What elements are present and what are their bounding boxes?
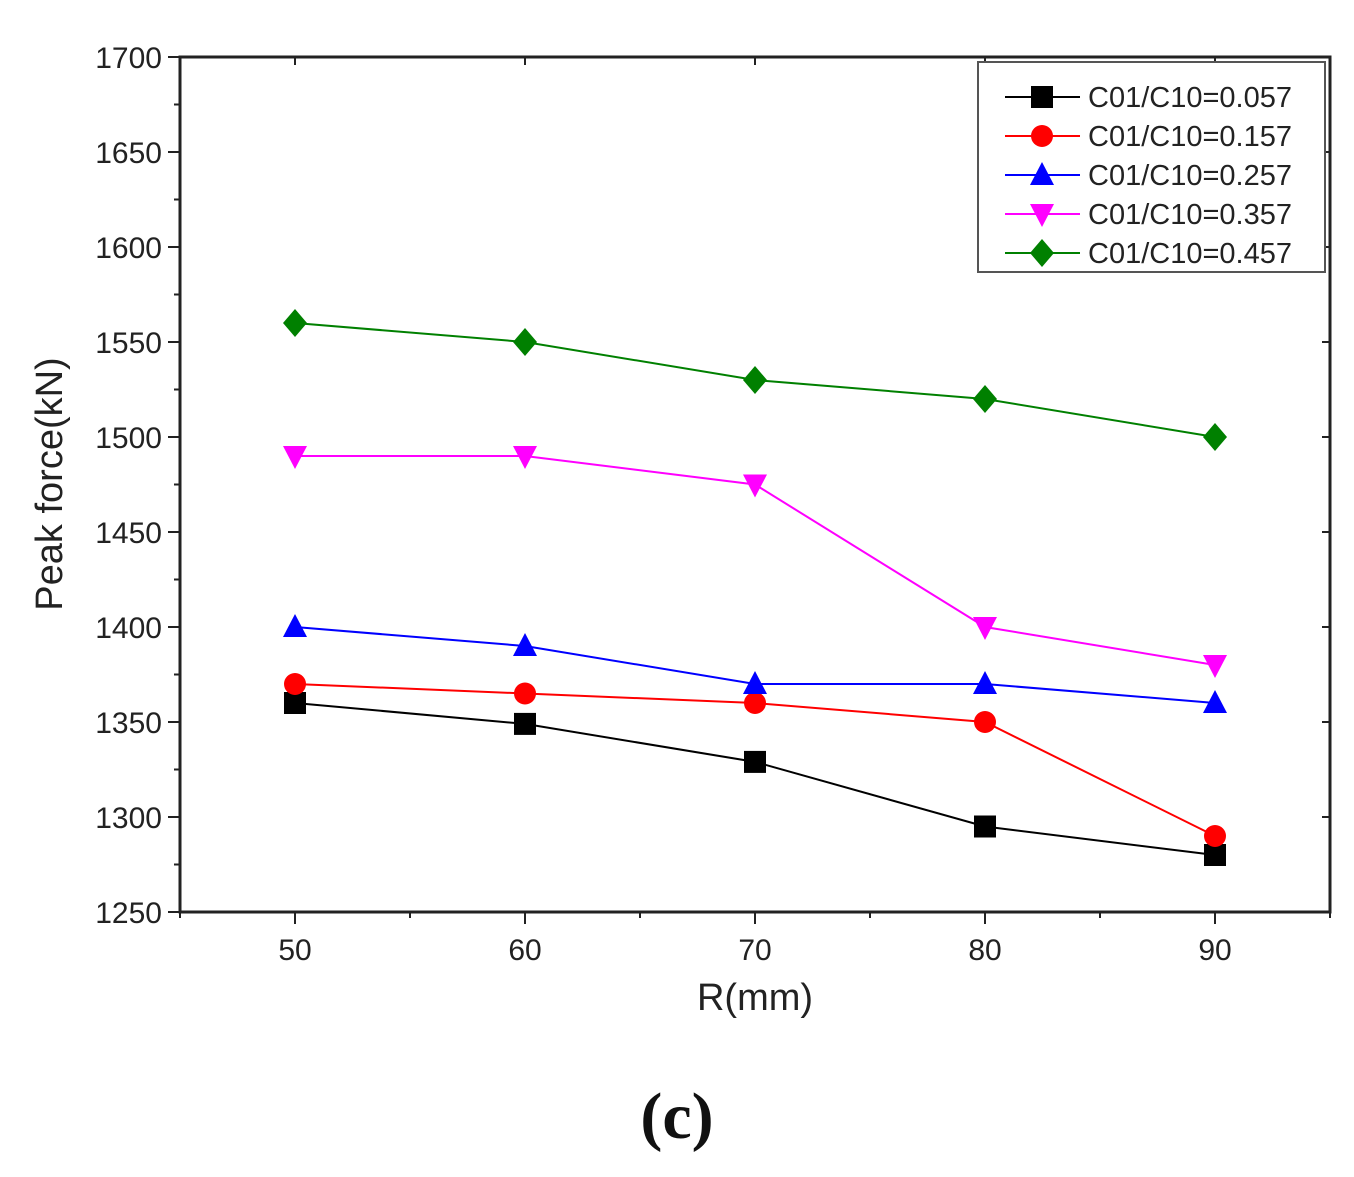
series-4 — [283, 446, 1227, 678]
legend-item: C01/C10=0.357 — [1005, 199, 1292, 231]
y-tick-label: 1600 — [95, 232, 162, 265]
data-point-triangle-down — [973, 617, 997, 640]
y-tick-label: 1300 — [95, 802, 162, 835]
legend-item: C01/C10=0.457 — [1005, 238, 1292, 270]
data-point-diamond — [1203, 423, 1227, 451]
legend-label: C01/C10=0.357 — [1088, 199, 1292, 231]
data-point-triangle-up — [283, 614, 307, 637]
legend-marker — [1030, 204, 1054, 227]
data-point-square — [284, 692, 306, 714]
data-point-triangle-down — [513, 446, 537, 469]
data-point-circle — [514, 682, 536, 705]
data-point-triangle-down — [1203, 655, 1227, 678]
legend-label: C01/C10=0.457 — [1088, 238, 1292, 270]
y-tick-label: 1650 — [95, 137, 162, 170]
series-line — [294, 702, 1216, 856]
legend-item: C01/C10=0.057 — [1005, 82, 1292, 114]
data-point-circle — [974, 711, 996, 733]
y-tick-label: 1400 — [95, 612, 162, 645]
legend-item: C01/C10=0.157 — [1005, 121, 1292, 153]
axis-ticks: 1250 1300 1350 1400 1450 1500 1550 1600 1650 1700… — [95, 42, 1331, 967]
legend-label: C01/C10=0.057 — [1088, 82, 1292, 114]
x-tick-label: 50 — [278, 934, 311, 967]
data-point-diamond — [283, 309, 307, 337]
data-point-square — [744, 750, 766, 773]
data-point-diamond — [973, 385, 997, 413]
legend-marker — [1030, 239, 1054, 267]
data-point-triangle-up — [513, 633, 537, 656]
y-tick-label: 1500 — [95, 422, 162, 455]
series-1 — [284, 692, 1226, 866]
x-tick-label: 90 — [1198, 934, 1231, 967]
legend-marker — [1030, 162, 1054, 185]
legend-item: C01/C10=0.257 — [1005, 160, 1292, 192]
data-point-triangle-down — [283, 446, 307, 469]
y-tick-label: 1250 — [95, 897, 162, 930]
x-tick-label: 80 — [968, 934, 1001, 967]
data-point-triangle-up — [973, 671, 997, 694]
y-axis-title: Peak force(kN) — [29, 357, 71, 610]
y-tick-label: 1700 — [95, 42, 162, 75]
series-5 — [283, 309, 1227, 451]
y-tick-label: 1550 — [95, 327, 162, 360]
data-point-square — [1204, 844, 1226, 866]
x-axis-title: R(mm) — [697, 977, 813, 1019]
data-point-circle — [744, 692, 766, 714]
data-point-diamond — [513, 328, 537, 356]
data-point-square — [514, 712, 536, 735]
data-point-square — [974, 815, 996, 838]
series-2 — [284, 673, 1226, 847]
legend-label: C01/C10=0.157 — [1088, 121, 1292, 153]
data-point-triangle-up — [1203, 690, 1227, 713]
data-point-circle — [284, 673, 306, 695]
panel-label: (c) — [640, 1080, 713, 1153]
x-tick-label: 70 — [738, 934, 771, 967]
legend-label: C01/C10=0.257 — [1088, 160, 1292, 192]
data-point-circle — [1204, 825, 1226, 847]
data-point-triangle-down — [743, 474, 767, 498]
data-point-triangle-up — [743, 671, 767, 694]
y-tick-label: 1350 — [95, 707, 162, 740]
legend-marker — [1031, 86, 1053, 108]
legend: C01/C10=0.057 C01/C10=0.157 C01/C10=0.257 C… — [977, 61, 1326, 273]
x-tick-label: 60 — [508, 934, 541, 967]
series-layer — [283, 309, 1227, 866]
y-tick-label: 1450 — [95, 517, 162, 550]
series-3 — [283, 614, 1227, 713]
legend-marker — [1031, 125, 1053, 147]
data-point-diamond — [743, 366, 767, 394]
